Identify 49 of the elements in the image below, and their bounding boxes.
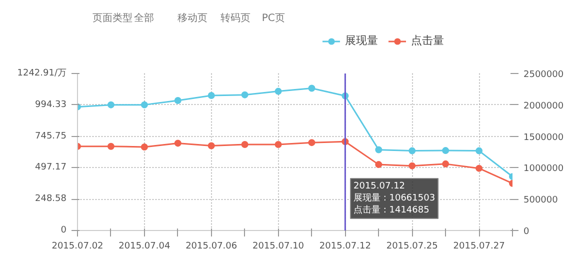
- x-tick-label: 2015.07.02: [52, 242, 104, 252]
- text: 全部: [134, 12, 154, 24]
- point: [241, 140, 248, 148]
- legend-label: 展现量: [345, 33, 378, 48]
- point: [107, 101, 114, 108]
- point: [408, 147, 416, 154]
- x-tick-label: 2015.07.10: [252, 242, 304, 252]
- y-tick-label: 248.58: [35, 194, 67, 204]
- y-tick-label: 0: [60, 226, 67, 236]
- x-tick-label: 2015.07.06: [186, 242, 238, 252]
- point: [208, 142, 215, 150]
- annotation: 2015.07.12 展现量 : 10661503 点击量 : 1414685: [354, 182, 436, 216]
- point: [442, 160, 450, 168]
- y-tick-label: 1242.91/万: [17, 68, 66, 78]
- point: [174, 140, 182, 147]
- y2-tick-label: 2500000: [524, 70, 564, 80]
- point: [408, 162, 416, 170]
- y-tick-label: 497.17: [35, 162, 67, 173]
- y-tick-label: 994.33: [35, 100, 67, 110]
- y-tick-label: 745.75: [35, 131, 67, 142]
- point: [375, 146, 382, 154]
- point: [375, 161, 382, 168]
- point: [274, 88, 282, 95]
- x-tick-label: 2015.07.27: [453, 242, 505, 252]
- y2-tick-label: 1500000: [524, 132, 564, 143]
- point: [274, 140, 282, 148]
- text: 转码页: [220, 12, 250, 24]
- point: [442, 147, 450, 154]
- x-tick-label: 2015.07.25: [386, 242, 438, 252]
- x-tick-label: 2015.07.04: [118, 242, 170, 252]
- text: 页面类型: [92, 12, 133, 24]
- y2-tick-label: 2000000: [524, 101, 564, 112]
- point: [174, 97, 182, 104]
- text: 移动页: [178, 12, 208, 24]
- point: [208, 92, 215, 99]
- x-tick-label: 2015.07.12: [319, 242, 371, 252]
- point: [308, 84, 316, 92]
- point: [140, 101, 148, 108]
- point: [476, 147, 483, 154]
- y2-tick-label: 1000000: [524, 164, 564, 174]
- point: [476, 164, 483, 172]
- point: [107, 142, 114, 150]
- legend-label: 点击量: [411, 33, 444, 48]
- point: [308, 139, 316, 146]
- point: [140, 143, 148, 150]
- point: [241, 91, 248, 98]
- y2-tick-label: 500000: [524, 196, 558, 206]
- text: PC页: [262, 13, 285, 24]
- y2-tick-label: 0: [524, 227, 530, 237]
